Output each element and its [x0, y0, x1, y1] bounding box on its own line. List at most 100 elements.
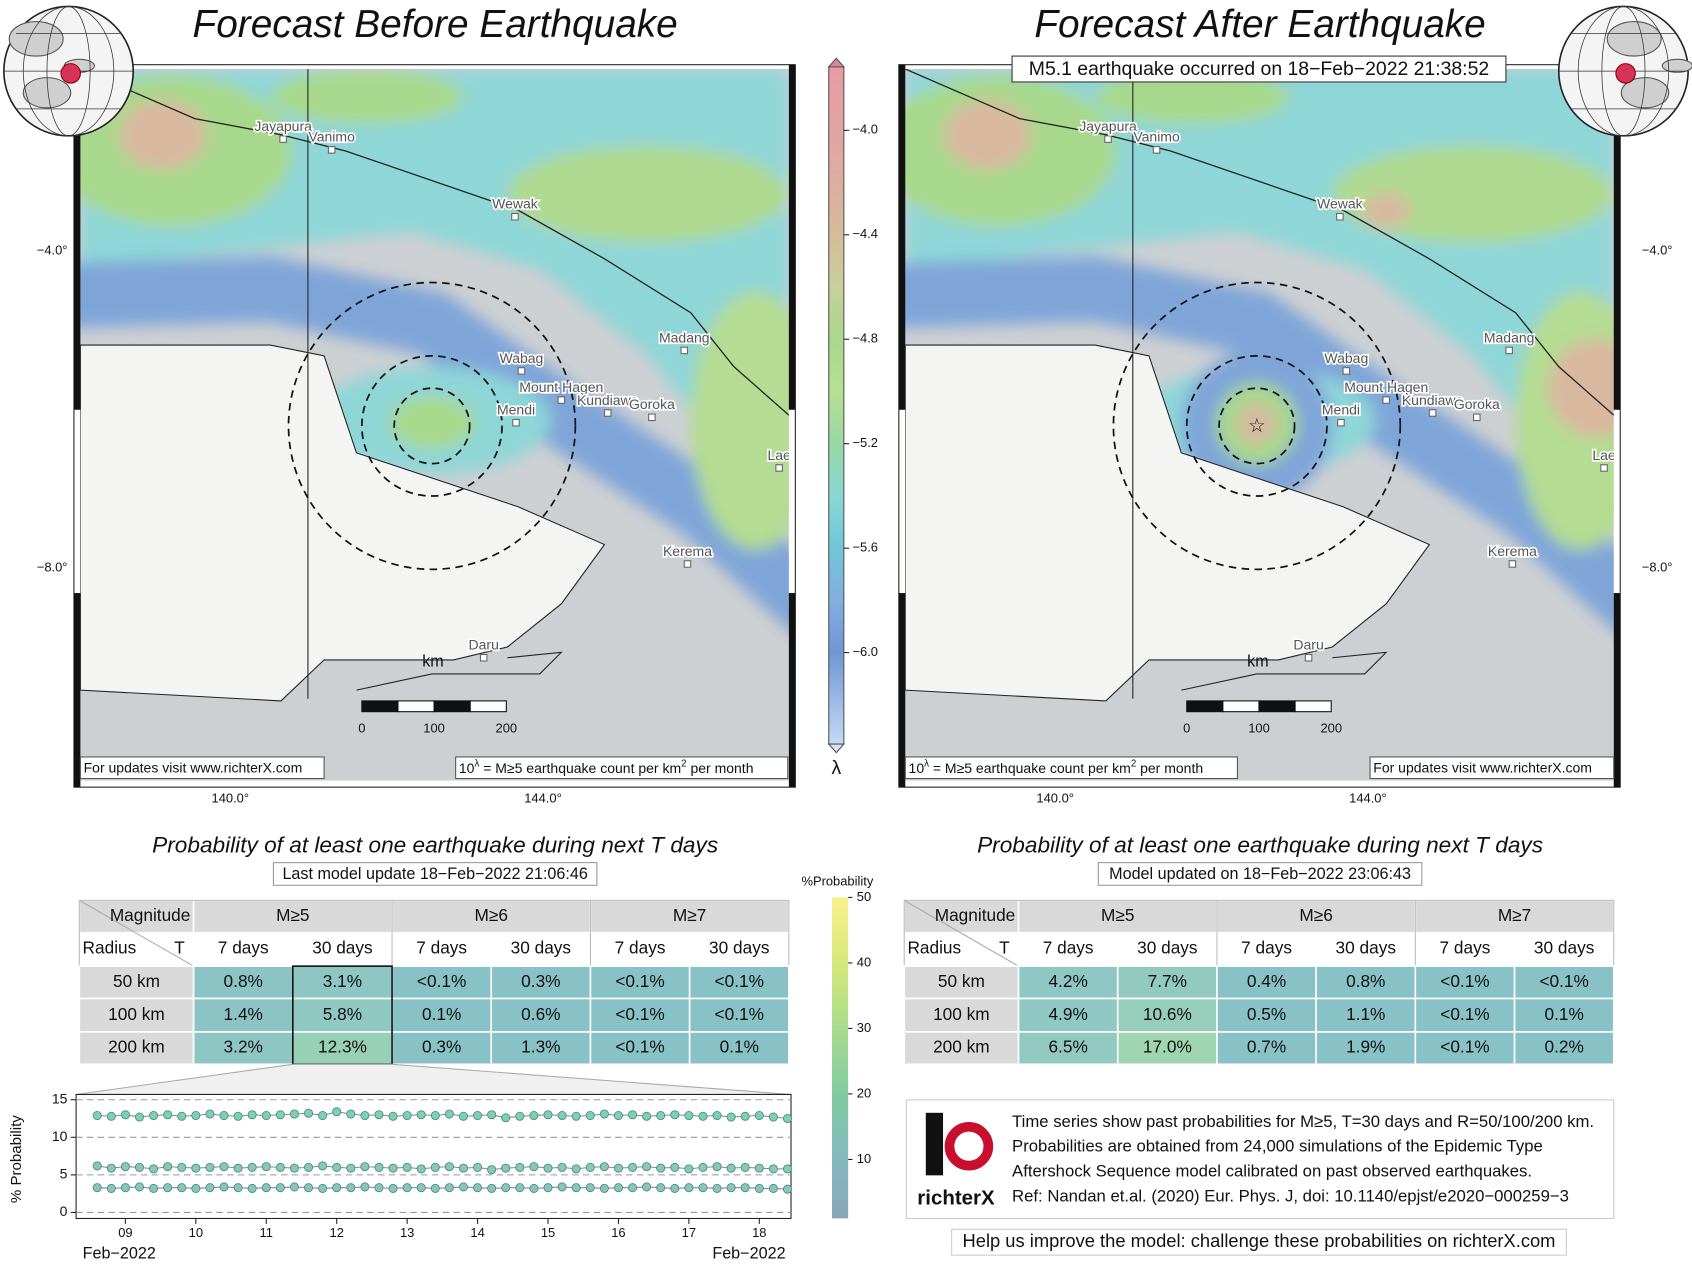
table-cell: [490, 965, 592, 1000]
data-point: [557, 1162, 567, 1172]
city-label: Vanimo: [1133, 129, 1180, 145]
data-point: [134, 1182, 145, 1192]
cell-value: <0.1%: [1440, 1037, 1489, 1057]
cell-value: 0.4%: [1247, 971, 1286, 991]
colorbar: [828, 66, 845, 745]
table-cell: [192, 899, 393, 934]
legend-part: 2: [681, 758, 686, 769]
header-mag: M≥6: [1299, 905, 1332, 925]
data-point: [149, 1183, 159, 1193]
field-tan: [944, 100, 1031, 170]
field-tan: [1237, 404, 1277, 444]
url-note: For updates visit www.richterX.com: [1373, 760, 1592, 776]
data-point: [712, 1183, 722, 1193]
continent: [8, 21, 64, 57]
radius-circle: [393, 387, 471, 465]
city-marker: [1508, 560, 1517, 568]
city-marker: [1600, 464, 1608, 472]
table-cell: [78, 997, 195, 1033]
data-point: [304, 1183, 314, 1193]
data-point: [571, 1111, 581, 1121]
data-point: [613, 1183, 623, 1193]
subtitle-box: [1097, 862, 1423, 886]
data-point: [571, 1164, 581, 1174]
data-point: [487, 1165, 497, 1175]
city-label: Jayapura: [254, 118, 312, 134]
header-mag: M≥7: [1498, 905, 1531, 925]
data-point: [458, 1182, 469, 1192]
header-period: 7 days: [1440, 937, 1491, 957]
table-title: Probability of at least one earthquake d…: [152, 832, 718, 857]
subtitle-box: [272, 862, 598, 886]
legend-box: [904, 756, 1238, 780]
scale-segment: [1294, 700, 1332, 713]
table-cell: [688, 997, 790, 1033]
header-period: 30 days: [312, 937, 372, 957]
table-cell: [1216, 997, 1317, 1033]
coastline: [356, 651, 563, 691]
cell-value: 12.3%: [318, 1037, 367, 1057]
prob-tick-label: 20: [857, 1085, 871, 1100]
y-tick-label: 15: [52, 1090, 68, 1106]
data-point: [444, 1162, 454, 1172]
field-green: [690, 291, 789, 550]
data-point: [599, 1162, 609, 1172]
table-cell: [292, 931, 393, 967]
scale-label: 200: [1320, 720, 1342, 735]
table-cell: [192, 1031, 294, 1066]
data-point: [149, 1164, 159, 1174]
data-point: [360, 1162, 370, 1172]
annotation: M5.1 earthquake occurred on 18−Feb−2022 …: [1029, 58, 1489, 80]
data-point: [346, 1163, 356, 1173]
table-cell: [1315, 1031, 1417, 1066]
data-point: [360, 1182, 370, 1192]
city-marker: [1104, 135, 1112, 143]
city-label: Mount Hagen: [1344, 379, 1428, 395]
scale-label: 100: [1248, 720, 1270, 735]
cell-value: 1.1%: [1346, 1004, 1385, 1024]
data-point: [374, 1110, 384, 1120]
table-cell: [1116, 931, 1218, 967]
table-cell: [1017, 1031, 1119, 1066]
data-point: [726, 1112, 736, 1122]
coastline: [80, 69, 789, 416]
x-tick-label: 14: [470, 1225, 484, 1240]
data-point: [332, 1162, 342, 1172]
table-cell: [1513, 997, 1615, 1033]
colorbar-label: −4.4: [852, 226, 878, 241]
city-label: Kundiawa: [1402, 392, 1464, 408]
data-point: [402, 1110, 412, 1121]
data-point: [106, 1163, 116, 1173]
x-label-end: Feb−2022: [712, 1244, 785, 1262]
city-marker: [279, 135, 287, 143]
field-green: [270, 70, 465, 125]
x-tick-label: 10: [189, 1225, 203, 1240]
y-tick-label: 5: [60, 1166, 68, 1182]
data-point: [275, 1183, 285, 1193]
continent: [1606, 21, 1662, 57]
city-label: Jayapura: [1079, 118, 1137, 134]
cell-value: <0.1%: [615, 1037, 664, 1057]
data-point: [473, 1162, 483, 1172]
prob-tick-label: 10: [857, 1151, 871, 1166]
row-radius: 100 km: [933, 1004, 990, 1024]
header-mag: M≥6: [475, 905, 508, 925]
cell-value: 0.3%: [422, 1037, 461, 1057]
data-point: [656, 1163, 666, 1173]
legend-part: 10: [459, 760, 475, 776]
table-subtitle: Last model update 18−Feb−2022 21:06:46: [282, 865, 587, 883]
header-radius: Radius: [907, 937, 961, 957]
city-label: Madang: [1484, 329, 1535, 345]
table-cell: [292, 997, 393, 1033]
data-point: [628, 1183, 638, 1193]
header-mag: M≥7: [673, 905, 706, 925]
city-marker: [603, 409, 612, 417]
header-magnitude: Magnitude: [935, 905, 1016, 925]
map-title: Forecast After Earthquake: [1034, 3, 1485, 46]
y-tick-label: 0: [60, 1203, 68, 1219]
footer-box: [951, 1228, 1567, 1256]
city-marker: [1473, 413, 1481, 422]
data-point: [163, 1110, 173, 1120]
lat-label: −4.0°: [1642, 243, 1673, 258]
data-point: [656, 1183, 666, 1193]
